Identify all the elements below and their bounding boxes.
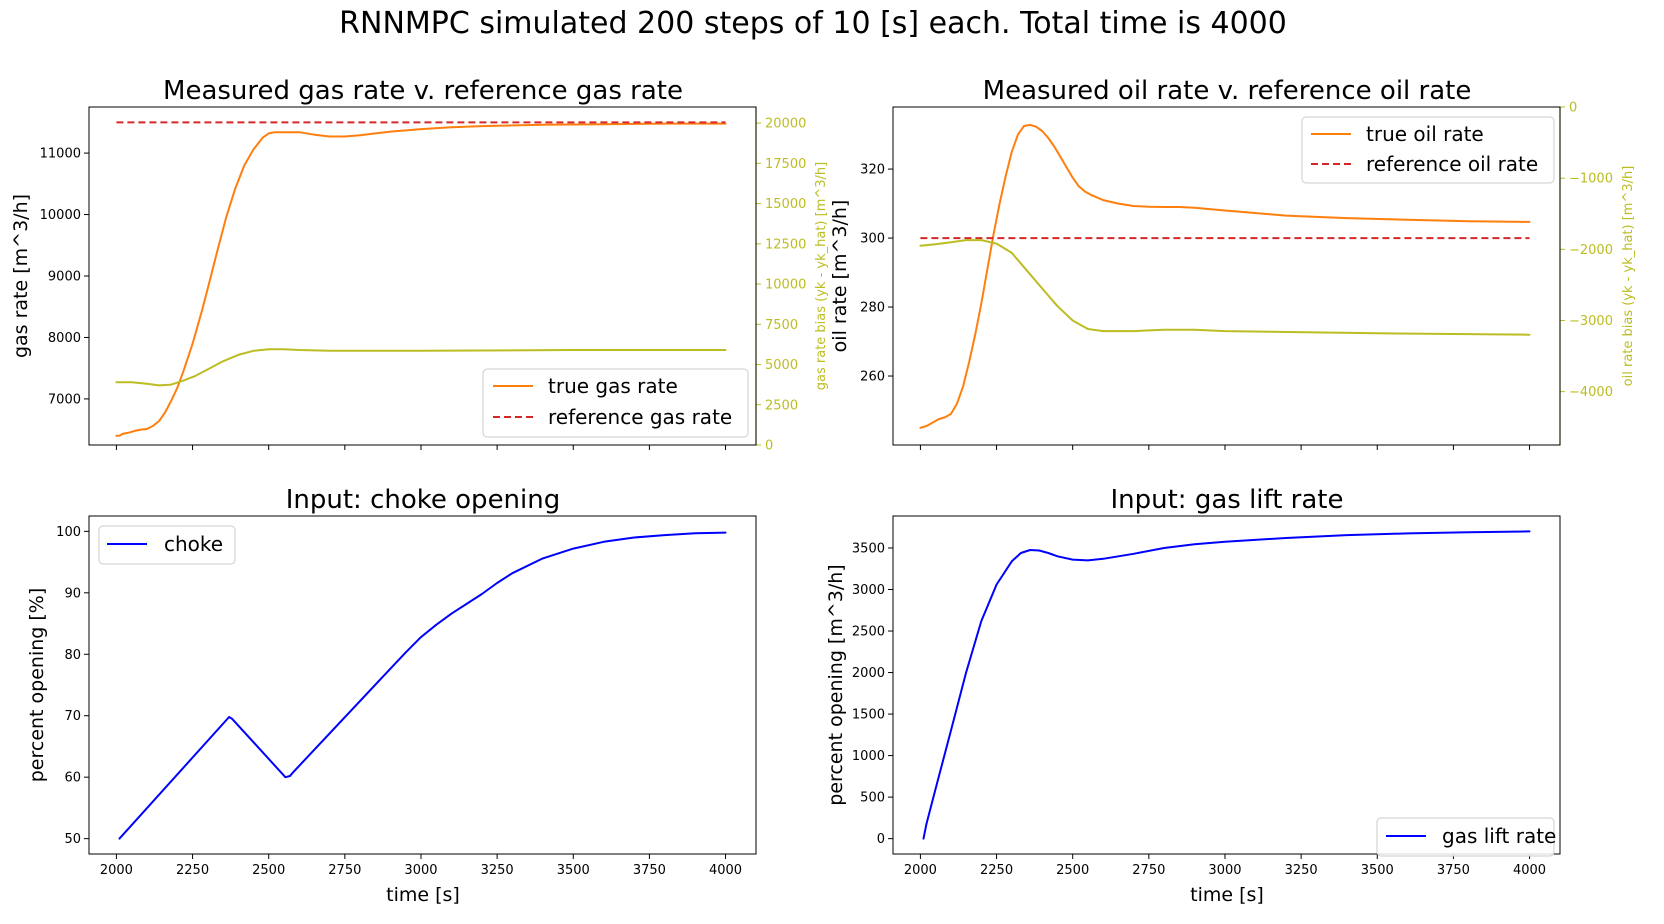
choke-legend-frame xyxy=(98,525,236,565)
gaslift-chart-title: Input: gas lift rate xyxy=(1110,485,1343,515)
gas-axes-frame xyxy=(88,106,757,446)
gas-bias-ylabel: gas rate bias (yk - yk_hat) [m^3/h] xyxy=(814,162,829,390)
oil-legend-true-label: true oil rate xyxy=(1366,122,1484,146)
gaslift-plot-layer: 2000 2250 2500 2750 3000 3250 3500 3750 4000 0 500… xyxy=(852,530,1546,878)
gas-legend-true-label: true gas rate xyxy=(548,374,678,398)
oil-legend: true oil rate reference oil rate xyxy=(1301,116,1555,184)
choke-plot-layer: 2000 2250 2500 2750 3000 3250 3500 3750 4000 50 60… xyxy=(56,525,742,878)
gas-legend-frame xyxy=(482,368,749,438)
gas-ytick-label-8000: 8000 xyxy=(48,331,81,346)
choke-xtick-label-3000: 3000 xyxy=(404,863,437,878)
gaslift-ytick-label-3000: 3000 xyxy=(852,583,885,598)
gas-bias-tick-label-2500: 2500 xyxy=(765,398,798,413)
gas-legend-ref-label: reference gas rate xyxy=(548,405,732,429)
gaslift-ytick-label-2000: 2000 xyxy=(852,666,885,681)
oil-chart-title: Measured oil rate v. reference oil rate xyxy=(983,76,1472,106)
oil-bias-tick-label--2000: −2000 xyxy=(1569,243,1613,258)
choke-ytick-label-90: 90 xyxy=(64,586,81,601)
choke-xtick-label-3250: 3250 xyxy=(481,863,514,878)
gaslift-ylabel: percent opening [m^3/h] xyxy=(825,564,847,805)
gaslift-xtick-label-3750: 3750 xyxy=(1437,863,1470,878)
panel-gas-lift: Input: gas lift rate 2000 2250 2500 2750 300… xyxy=(825,485,1561,906)
gaslift-xtick-label-3250: 3250 xyxy=(1285,863,1318,878)
choke-xtick-label-2000: 2000 xyxy=(100,863,133,878)
gaslift-axes-frame xyxy=(892,515,1561,855)
gas-bias-tick-label-12500: 12500 xyxy=(765,237,806,252)
gas-chart-title: Measured gas rate v. reference gas rate xyxy=(163,76,683,106)
gaslift-legend-label: gas lift rate xyxy=(1442,824,1556,848)
gas-ytick-label-7000: 7000 xyxy=(48,392,81,407)
choke-xlabel: time [s] xyxy=(386,884,460,906)
gaslift-ytick-label-1000: 1000 xyxy=(852,749,885,764)
choke-xtick-label-2250: 2250 xyxy=(176,863,209,878)
gas-legend: true gas rate reference gas rate xyxy=(482,368,749,438)
choke-chart-title: Input: choke opening xyxy=(286,485,561,515)
gas-bias-tick-label-17500: 17500 xyxy=(765,157,806,172)
panel-gas-rate: Measured gas rate v. reference gas rate … xyxy=(10,76,829,454)
oil-bias-ylabel: oil rate bias (yk - yk_hat) [m^3/h] xyxy=(1621,166,1636,387)
oil-bias-tick-label--3000: −3000 xyxy=(1569,314,1613,329)
oil-ytick-label-280: 280 xyxy=(860,301,885,316)
choke-xtick-label-2500: 2500 xyxy=(252,863,285,878)
gas-bias-tick-label-5000: 5000 xyxy=(765,358,798,373)
gaslift-legend-frame xyxy=(1376,817,1555,857)
gas-ytick-label-9000: 9000 xyxy=(48,270,81,285)
oil-legend-ref-label: reference oil rate xyxy=(1366,152,1538,176)
gaslift-ytick-label-1500: 1500 xyxy=(852,708,885,723)
gas-ytick-label-10000: 10000 xyxy=(40,208,81,223)
gaslift-xtick-label-2500: 2500 xyxy=(1056,863,1089,878)
gaslift-xtick-label-4000: 4000 xyxy=(1513,863,1546,878)
choke-xtick-label-2750: 2750 xyxy=(328,863,361,878)
choke-ytick-label-100: 100 xyxy=(56,525,81,540)
gas-bias-tick-label-20000: 20000 xyxy=(765,117,806,132)
gaslift-series-gas-lift-rate xyxy=(922,530,1531,840)
gaslift-xtick-label-3500: 3500 xyxy=(1361,863,1394,878)
choke-ytick-label-50: 50 xyxy=(64,832,81,847)
oil-bias-tick-label--1000: −1000 xyxy=(1569,172,1613,187)
gas-ytick-label-11000: 11000 xyxy=(40,147,81,162)
choke-legend-label: choke xyxy=(164,532,223,556)
oil-bias-tick-label-0: 0 xyxy=(1569,101,1577,116)
gas-bias-tick-label-10000: 10000 xyxy=(765,278,806,293)
oil-ytick-label-320: 320 xyxy=(860,163,885,178)
oil-ytick-label-260: 260 xyxy=(860,370,885,385)
gas-bias-tick-label-7500: 7500 xyxy=(765,318,798,333)
figure-suptitle: RNNMPC simulated 200 steps of 10 [s] eac… xyxy=(339,6,1287,41)
gaslift-ytick-label-3500: 3500 xyxy=(852,541,885,556)
oil-ytick-label-300: 300 xyxy=(860,232,885,247)
choke-axes-frame xyxy=(88,515,757,855)
oil-bias-tick-label--4000: −4000 xyxy=(1569,385,1613,400)
gas-series-gas-rate-bias xyxy=(115,348,727,387)
gaslift-ytick-label-500: 500 xyxy=(860,791,885,806)
choke-xtick-label-4000: 4000 xyxy=(709,863,742,878)
gaslift-xlabel: time [s] xyxy=(1190,884,1264,906)
oil-series-oil-rate-bias xyxy=(919,239,1531,336)
gas-bias-tick-label-15000: 15000 xyxy=(765,197,806,212)
gas-series-true-gas-rate xyxy=(115,122,727,437)
gaslift-legend: gas lift rate xyxy=(1376,817,1556,857)
gaslift-xtick-label-2750: 2750 xyxy=(1132,863,1165,878)
panel-oil-rate: Measured oil rate v. reference oil rate … xyxy=(829,76,1636,450)
oil-legend-frame xyxy=(1301,116,1555,184)
gaslift-xtick-label-3000: 3000 xyxy=(1208,863,1241,878)
choke-xtick-label-3500: 3500 xyxy=(557,863,590,878)
gas-bias-tick-label-0: 0 xyxy=(765,439,773,454)
gaslift-ytick-label-2500: 2500 xyxy=(852,625,885,640)
gas-ylabel: gas rate [m^3/h] xyxy=(10,194,32,358)
oil-series-true-oil-rate xyxy=(919,123,1531,429)
choke-ytick-label-80: 80 xyxy=(64,648,81,663)
oil-ylabel: oil rate [m^3/h] xyxy=(829,200,851,353)
choke-legend: choke xyxy=(98,525,236,565)
oil-axes-frame xyxy=(892,106,1561,446)
gaslift-xtick-label-2000: 2000 xyxy=(904,863,937,878)
gaslift-ytick-label-0: 0 xyxy=(877,832,885,847)
choke-ytick-label-60: 60 xyxy=(64,771,81,786)
gaslift-xtick-label-2250: 2250 xyxy=(980,863,1013,878)
panel-choke: Input: choke opening 2000 2250 2500 2750 300… xyxy=(26,485,757,906)
choke-ylabel: percent opening [%] xyxy=(26,588,48,783)
choke-ytick-label-70: 70 xyxy=(64,709,81,724)
choke-xtick-label-3750: 3750 xyxy=(633,863,666,878)
choke-series-choke xyxy=(118,531,727,840)
